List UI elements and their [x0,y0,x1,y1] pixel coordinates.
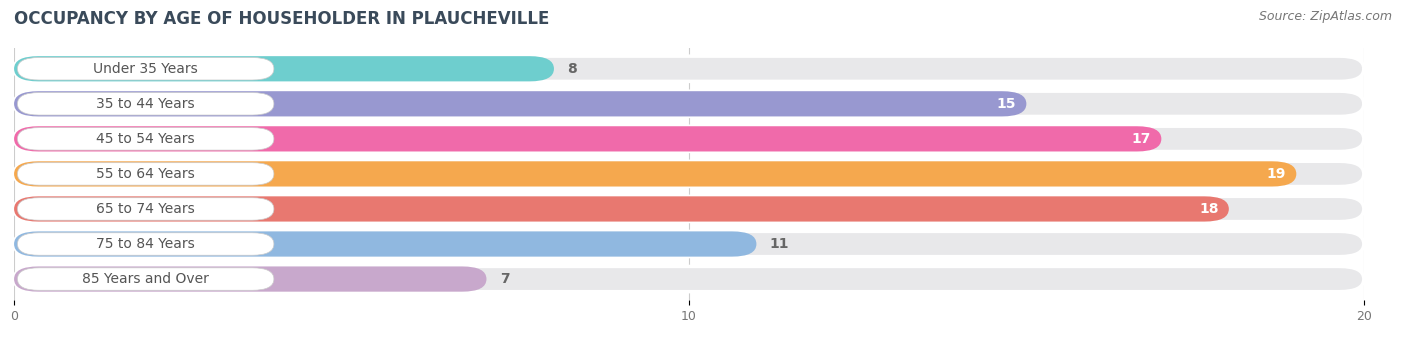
FancyBboxPatch shape [14,196,1364,222]
FancyBboxPatch shape [14,196,1229,222]
FancyBboxPatch shape [14,126,1161,151]
Text: 7: 7 [501,272,509,286]
FancyBboxPatch shape [14,56,1364,81]
Text: 15: 15 [997,97,1017,111]
FancyBboxPatch shape [17,163,274,185]
FancyBboxPatch shape [17,268,274,290]
FancyBboxPatch shape [14,232,1364,257]
Text: 17: 17 [1132,132,1152,146]
FancyBboxPatch shape [17,128,274,150]
Text: 19: 19 [1267,167,1286,181]
FancyBboxPatch shape [14,266,486,292]
FancyBboxPatch shape [14,91,1026,116]
FancyBboxPatch shape [17,58,274,80]
FancyBboxPatch shape [17,198,274,220]
Text: Source: ZipAtlas.com: Source: ZipAtlas.com [1258,10,1392,23]
Text: 75 to 84 Years: 75 to 84 Years [96,237,195,251]
FancyBboxPatch shape [14,56,554,81]
Text: OCCUPANCY BY AGE OF HOUSEHOLDER IN PLAUCHEVILLE: OCCUPANCY BY AGE OF HOUSEHOLDER IN PLAUC… [14,10,550,28]
Text: 45 to 54 Years: 45 to 54 Years [97,132,195,146]
Text: 55 to 64 Years: 55 to 64 Years [96,167,195,181]
Text: 18: 18 [1199,202,1219,216]
FancyBboxPatch shape [14,126,1364,151]
Text: 85 Years and Over: 85 Years and Over [82,272,209,286]
Text: Under 35 Years: Under 35 Years [93,62,198,76]
FancyBboxPatch shape [17,233,274,255]
FancyBboxPatch shape [14,232,756,257]
Text: 65 to 74 Years: 65 to 74 Years [96,202,195,216]
FancyBboxPatch shape [14,91,1364,116]
FancyBboxPatch shape [14,161,1364,187]
Text: 8: 8 [568,62,578,76]
Text: 11: 11 [770,237,789,251]
Text: 35 to 44 Years: 35 to 44 Years [97,97,195,111]
FancyBboxPatch shape [14,161,1296,187]
FancyBboxPatch shape [17,93,274,115]
FancyBboxPatch shape [14,266,1364,292]
